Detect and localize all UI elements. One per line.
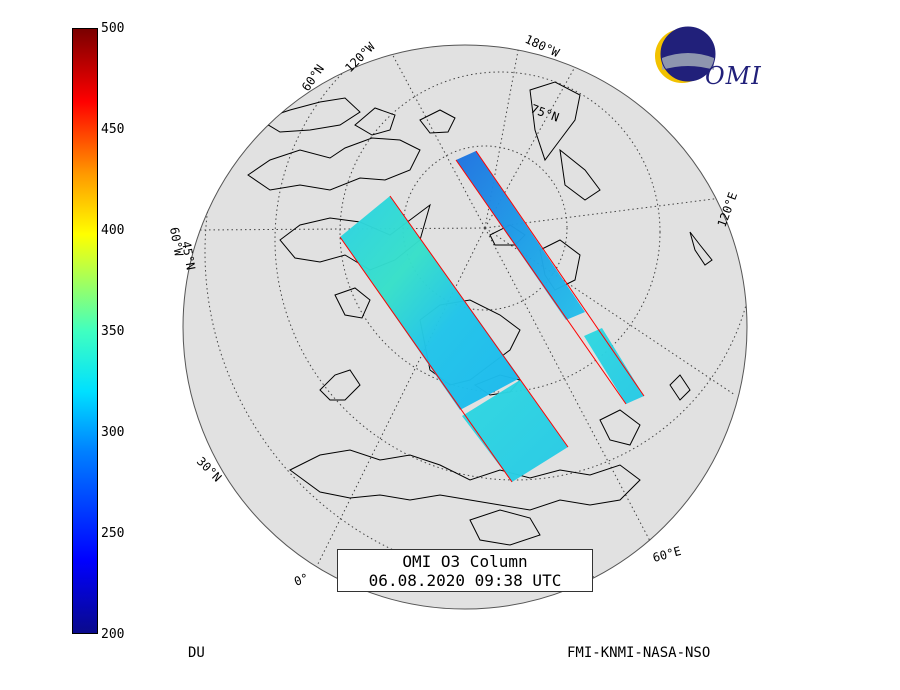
- colorbar-tick-200: 200: [101, 627, 125, 642]
- swath-east: [456, 151, 585, 320]
- colorbar-tick-300: 300: [101, 425, 125, 440]
- coastlines: [247, 81, 713, 546]
- swath-main: [340, 196, 520, 410]
- logo-text: OMI: [705, 62, 762, 90]
- colorbar-tick-400: 400: [101, 223, 125, 238]
- label-0: 0°: [292, 571, 310, 589]
- label-60w: 60°W: [167, 226, 186, 258]
- colorbar-tick-500: 500: [101, 21, 125, 36]
- omi-logo: [655, 26, 716, 83]
- unit-label: DU: [188, 645, 205, 661]
- label-60e: 60°E: [651, 544, 683, 565]
- colorbar-tick-450: 450: [101, 122, 125, 137]
- title-line-2: 06.08.2020 09:38 UTC: [368, 571, 562, 590]
- colorbar-tick-350: 350: [101, 324, 125, 339]
- ozone-swaths: [339, 150, 645, 483]
- credit-label: FMI-KNMI-NASA-NSO: [567, 645, 711, 661]
- swath-east-lower: [584, 328, 644, 404]
- swath-south: [462, 380, 568, 482]
- title-box: OMI O3 Column 06.08.2020 09:38 UTC: [337, 549, 593, 592]
- colorbar: [72, 28, 98, 634]
- swath-edges: [339, 150, 645, 483]
- title-line-1: OMI O3 Column: [402, 552, 528, 571]
- label-45n: 45°N: [179, 240, 198, 271]
- colorbar-tick-250: 250: [101, 526, 125, 541]
